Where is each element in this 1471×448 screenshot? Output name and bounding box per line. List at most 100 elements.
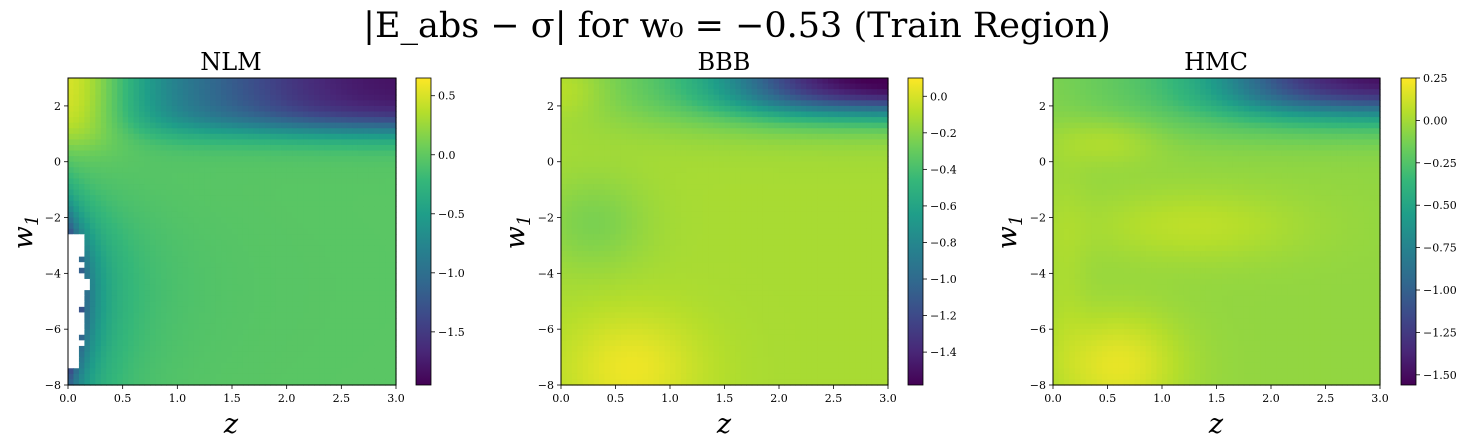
heatmap-cell <box>713 89 720 96</box>
heatmap-cell <box>248 267 255 274</box>
heatmap-cell <box>177 312 184 319</box>
heatmap-cell <box>128 172 135 180</box>
heatmap-cell <box>319 223 326 230</box>
heatmap-cell <box>89 329 96 336</box>
heatmap-cell <box>297 334 304 341</box>
heatmap-cell <box>335 278 342 286</box>
heatmap-cell <box>390 329 397 336</box>
heatmap-cell <box>751 150 758 157</box>
heatmap-cell <box>100 295 107 302</box>
heatmap-cell <box>182 178 189 185</box>
heatmap-cell <box>308 290 315 297</box>
heatmap-cell <box>297 357 304 364</box>
heatmap-cell <box>659 122 666 129</box>
heatmap-cell <box>680 128 687 135</box>
heatmap-cell <box>363 78 370 85</box>
heatmap-cell <box>582 100 589 107</box>
heatmap-cell <box>237 200 244 207</box>
heatmap-cell <box>150 128 157 135</box>
heatmap-cell <box>78 150 85 157</box>
heatmap-cell <box>226 373 233 381</box>
heatmap-cell <box>204 295 211 302</box>
heatmap-cell <box>177 178 184 185</box>
heatmap-cell <box>577 144 584 152</box>
heatmap-cell <box>811 78 818 85</box>
heatmap-cell <box>751 189 758 196</box>
heatmap-cell <box>166 156 173 163</box>
heatmap-cell <box>314 334 321 341</box>
heatmap-cell <box>746 144 753 152</box>
heatmap-cell <box>139 295 146 302</box>
heatmap-cell <box>286 83 293 90</box>
heatmap-cell <box>292 89 299 96</box>
heatmap-cell <box>751 200 758 207</box>
heatmap-cell <box>341 156 348 163</box>
heatmap-cell <box>708 144 715 152</box>
heatmap-cell <box>670 178 677 185</box>
heatmap-cell <box>308 223 315 230</box>
heatmap-cell <box>292 100 299 107</box>
heatmap-cell <box>729 206 736 213</box>
heatmap-cell <box>215 122 222 129</box>
heatmap-cell <box>833 117 840 124</box>
heatmap-cell <box>368 189 375 196</box>
heatmap-cell <box>259 161 266 168</box>
heatmap-cell <box>784 122 791 129</box>
heatmap-cell <box>374 334 381 341</box>
heatmap-cell <box>303 362 310 369</box>
heatmap-cell <box>390 211 397 219</box>
heatmap-cell <box>264 195 271 202</box>
heatmap-cell <box>838 83 845 90</box>
heatmap-cell <box>144 89 151 96</box>
heatmap-cell <box>221 184 228 191</box>
heatmap-cell <box>171 290 178 297</box>
heatmap-cell <box>308 234 315 241</box>
heatmap-cell <box>237 290 244 297</box>
heatmap-cell <box>303 184 310 191</box>
heatmap-cell <box>259 362 266 369</box>
heatmap-cell <box>133 83 140 90</box>
heatmap-cell <box>593 100 600 107</box>
heatmap-cell <box>390 273 397 280</box>
heatmap-cell <box>735 111 742 118</box>
heatmap-cell <box>648 105 655 113</box>
heatmap-cell <box>817 195 824 202</box>
heatmap-cell <box>210 301 217 308</box>
heatmap-cell <box>111 89 118 96</box>
heatmap-cell <box>182 290 189 297</box>
heatmap-cell <box>122 245 129 252</box>
heatmap-cell <box>166 122 173 129</box>
heatmap-cell <box>691 111 698 118</box>
heatmap-cell <box>308 278 315 286</box>
heatmap-cell <box>89 379 96 386</box>
heatmap-cell <box>237 301 244 308</box>
heatmap-cell <box>226 89 233 96</box>
heatmap-cell <box>248 256 255 263</box>
heatmap-cell <box>215 211 222 219</box>
heatmap-cell <box>232 340 239 347</box>
heatmap-cell <box>314 83 321 90</box>
heatmap-cell <box>571 94 578 101</box>
heatmap-cell <box>264 83 271 90</box>
heatmap-cell <box>144 284 151 291</box>
heatmap-cell <box>691 83 698 90</box>
heatmap-cell <box>264 139 271 146</box>
heatmap-cell <box>210 105 217 113</box>
heatmap-cell <box>264 278 271 286</box>
heatmap-cell <box>188 323 195 330</box>
heatmap-cell <box>73 178 80 185</box>
heatmap-cell <box>95 156 102 163</box>
heatmap-cell <box>577 228 584 235</box>
heatmap-cell <box>833 223 840 230</box>
heatmap-cell <box>160 239 167 247</box>
heatmap-cell <box>659 211 666 219</box>
heatmap-cell <box>610 89 617 96</box>
heatmap-cell <box>221 351 228 358</box>
heatmap-cell <box>352 139 359 146</box>
heatmap-cell <box>221 234 228 241</box>
heatmap-cell <box>221 306 228 314</box>
heatmap-cell <box>84 340 91 347</box>
heatmap-cell <box>111 128 118 135</box>
heatmap-cell <box>226 139 233 146</box>
heatmap-cell <box>160 184 167 191</box>
